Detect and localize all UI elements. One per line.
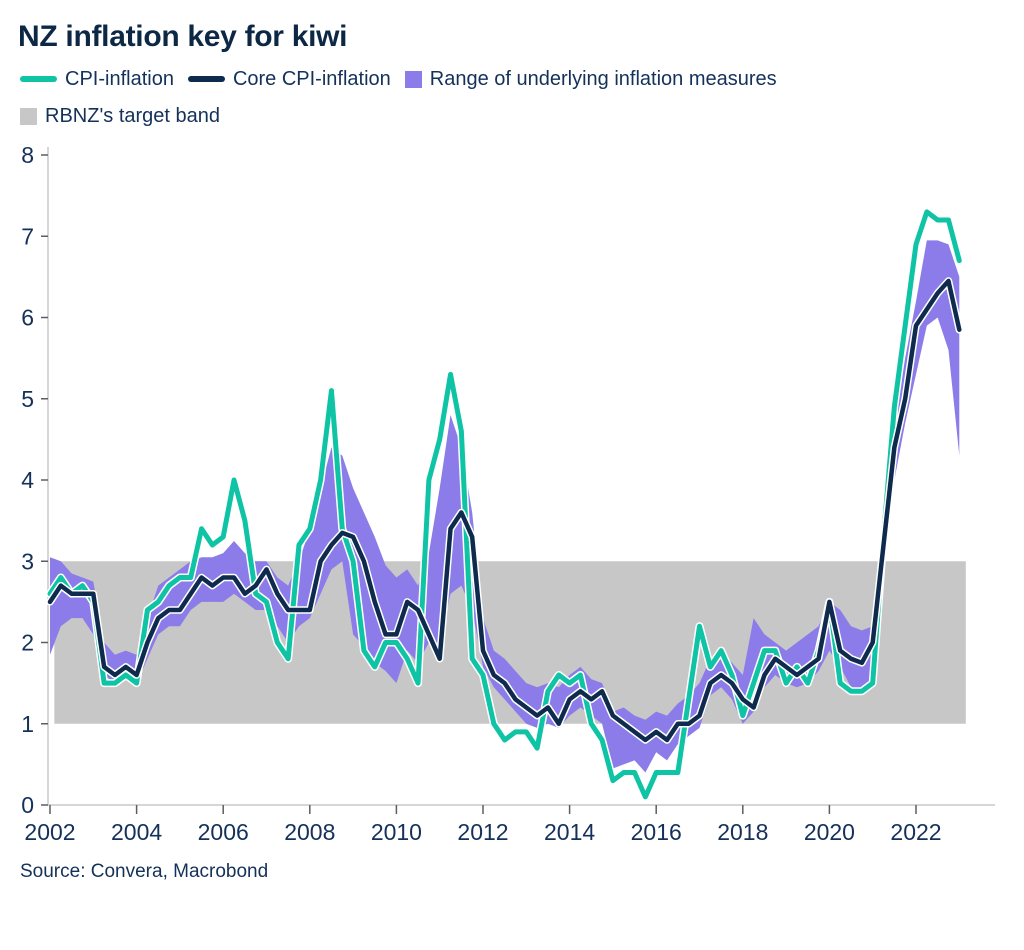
svg-text:2004: 2004 [111, 819, 162, 845]
target-band-legend-label: RBNZ's target band [45, 104, 221, 127]
legend-row-2: RBNZ's target band [20, 105, 1024, 128]
cpi-legend-label: CPI-inflation [65, 67, 174, 90]
svg-text:4: 4 [21, 467, 34, 493]
svg-text:2016: 2016 [631, 819, 682, 845]
legend-item-target-band: RBNZ's target band [20, 105, 220, 128]
svg-text:2008: 2008 [284, 819, 335, 845]
chart-legend: CPI-inflation Core CPI-inflation Range o… [20, 68, 1024, 128]
svg-text:2006: 2006 [198, 819, 249, 845]
svg-text:3: 3 [21, 548, 34, 574]
chart-title: NZ inflation key for kiwi [18, 20, 348, 53]
svg-text:2002: 2002 [24, 819, 75, 845]
core-line-swatch [187, 76, 225, 83]
svg-text:2012: 2012 [457, 819, 508, 845]
legend-item-core: Core CPI-inflation [187, 67, 391, 91]
cpi-line-swatch [20, 76, 57, 83]
range-band-swatch [404, 70, 422, 88]
svg-text:2014: 2014 [544, 819, 595, 845]
svg-text:8: 8 [21, 142, 34, 168]
legend-item-cpi: CPI-inflation [20, 68, 174, 91]
svg-text:2020: 2020 [804, 819, 855, 845]
svg-text:5: 5 [21, 385, 34, 411]
core-legend-label: Core CPI-inflation [232, 67, 391, 90]
target-band-swatch [20, 107, 37, 125]
svg-text:7: 7 [21, 223, 34, 249]
svg-text:2018: 2018 [717, 819, 768, 845]
svg-text:1: 1 [21, 710, 34, 736]
svg-text:2: 2 [21, 629, 34, 655]
chart-area: 0 1 2 3 4 5 6 7 8 2002 2004 2006 2008 2010 2012 2014 201… [0, 142, 1024, 857]
range-legend-label: Range of underlying inflation measures [429, 67, 777, 90]
source-note: Source: Convera, Macrobond [20, 860, 269, 882]
svg-text:6: 6 [21, 304, 34, 330]
legend-row-1: CPI-inflation Core CPI-inflation Range o… [20, 68, 1024, 91]
svg-text:2010: 2010 [371, 819, 422, 845]
legend-item-range: Range of underlying inflation measures [404, 67, 777, 91]
svg-text:0: 0 [21, 792, 34, 818]
inflation-chart: 0 1 2 3 4 5 6 7 8 2002 2004 2006 2008 2010 2012 2014 201… [21, 142, 995, 845]
svg-text:2022: 2022 [890, 819, 941, 845]
